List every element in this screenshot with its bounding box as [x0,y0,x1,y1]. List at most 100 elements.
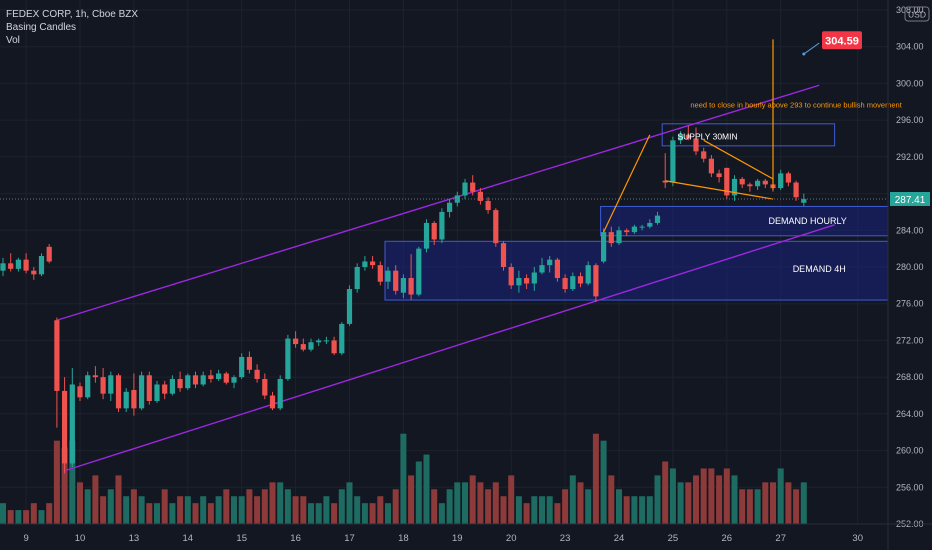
candle[interactable] [393,265,399,295]
candle[interactable] [708,155,714,178]
candles[interactable] [0,125,807,474]
candle[interactable] [408,254,414,301]
candle[interactable] [185,373,191,390]
candle[interactable] [269,391,276,411]
candle[interactable] [516,270,522,293]
price-axis[interactable]: 252.00256.00260.00264.00268.00272.00276.… [887,0,930,550]
candle[interactable] [431,221,437,245]
candle[interactable] [85,371,91,400]
candle[interactable] [447,199,453,218]
indicator-basing-candles[interactable]: Basing Candles [6,22,77,33]
candle[interactable] [500,241,507,271]
candle[interactable] [485,197,491,214]
candle[interactable] [439,208,445,244]
candle[interactable] [192,371,199,389]
candle[interactable] [785,171,791,187]
candle[interactable] [8,253,14,272]
candle[interactable] [54,317,60,428]
candle[interactable] [115,373,122,413]
candle[interactable] [385,267,391,290]
candle[interactable] [293,331,299,348]
candle[interactable] [69,367,75,468]
candle[interactable] [400,274,406,299]
candle[interactable] [300,338,306,352]
candle[interactable] [77,382,83,402]
candle[interactable] [423,219,430,253]
candle[interactable] [801,193,807,207]
candle[interactable] [416,246,422,297]
candle[interactable] [731,175,738,201]
candle[interactable] [169,375,175,396]
candle[interactable] [239,353,245,379]
candle[interactable] [38,253,45,277]
candle[interactable] [531,267,537,291]
candle[interactable] [308,338,314,352]
candle[interactable] [231,375,237,389]
candle[interactable] [670,136,676,187]
candle[interactable] [693,127,699,156]
candle[interactable] [108,371,114,402]
candle[interactable] [146,371,152,405]
candle[interactable] [262,373,268,400]
candle[interactable] [62,377,68,474]
candle[interactable] [277,375,283,411]
candle[interactable] [739,177,745,189]
candle[interactable] [562,274,568,293]
candle[interactable] [23,253,29,274]
candle[interactable] [139,371,145,411]
candle[interactable] [547,255,553,273]
candle[interactable] [92,366,98,383]
candle[interactable] [0,257,6,277]
candle[interactable] [654,211,661,225]
candle[interactable] [685,125,691,141]
candle[interactable] [577,272,584,288]
candle[interactable] [254,364,260,383]
candle[interactable] [724,167,730,200]
candle[interactable] [631,224,637,234]
candle[interactable] [470,175,476,196]
candle[interactable] [154,380,160,403]
candle[interactable] [454,191,460,207]
candle[interactable] [316,338,322,346]
candle[interactable] [323,336,329,345]
candle[interactable] [123,388,129,413]
candle[interactable] [647,219,653,229]
candle[interactable] [246,351,252,374]
candle[interactable] [162,380,168,400]
candle[interactable] [539,257,545,275]
candle[interactable] [216,369,222,381]
candle[interactable] [601,228,607,264]
candle[interactable] [524,274,530,290]
candle[interactable] [701,147,707,163]
candle[interactable] [778,169,784,190]
candle[interactable] [46,244,52,264]
candle[interactable] [285,334,291,381]
candle[interactable] [477,188,483,205]
candle[interactable] [639,224,645,231]
candle[interactable] [200,371,206,387]
candle[interactable] [755,178,761,190]
candle[interactable] [585,261,591,286]
candle[interactable] [331,336,337,356]
candle[interactable] [508,263,514,290]
candle[interactable] [716,169,722,183]
candle[interactable] [593,263,599,302]
candle[interactable] [554,257,560,282]
candle[interactable] [362,255,368,271]
candle[interactable] [678,131,684,145]
candle[interactable] [616,226,622,245]
indicator-volume[interactable]: Vol [6,35,20,46]
candle[interactable] [662,153,668,189]
candle[interactable] [793,180,799,201]
candle[interactable] [493,208,499,247]
candle[interactable] [177,371,183,392]
symbol-line[interactable]: FEDEX CORP, 1h, Cboe BZX [6,9,139,20]
candle[interactable] [370,255,376,269]
candle[interactable] [15,257,21,272]
candle[interactable] [131,373,137,416]
candle[interactable] [31,267,37,280]
candle[interactable] [608,226,614,247]
candle[interactable] [339,322,345,356]
candle[interactable] [346,285,353,326]
